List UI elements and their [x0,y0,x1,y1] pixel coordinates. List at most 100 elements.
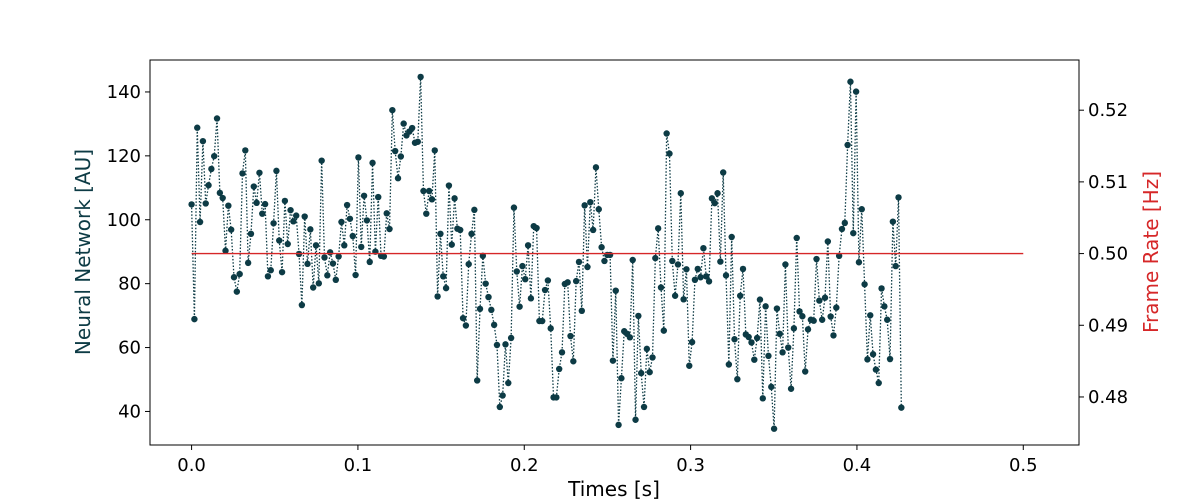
neural-network-point [649,354,656,361]
neural-network-point [270,220,277,227]
neural-network-point [872,366,880,373]
neural-network-point [391,147,399,155]
neural-network-point [694,265,701,273]
neural-network-point [606,251,614,259]
neural-network-point [420,187,427,195]
neural-network-point [751,356,758,363]
neural-network-point [578,307,586,315]
neural-network-point [547,325,554,332]
neural-network-point [287,206,294,214]
neural-network-point [267,267,274,274]
neural-network-point [259,210,266,217]
neural-network-point [714,190,721,197]
neural-network-point [564,279,571,286]
neural-network-point [408,124,416,132]
neural-network-point [242,147,249,154]
neural-network-point [816,297,823,304]
y-left-tick-label: 100 [107,210,141,231]
neural-network-point [720,169,727,176]
neural-network-point [428,196,436,203]
neural-network-point [513,268,520,275]
neural-network-point [878,285,885,292]
neural-network-point [225,202,232,209]
neural-network-line [190,76,902,429]
neural-network-point [502,341,509,348]
neural-network-point [889,218,897,225]
neural-network-point [663,130,670,137]
neural-network-point [770,425,778,432]
neural-network-point [293,212,300,219]
neural-network-point [654,225,662,232]
x-tick-label: 0.3 [676,455,705,476]
neural-network-point [587,198,594,206]
neural-network-point [309,284,317,291]
plot-frame [149,59,1080,446]
y-axis-right-label: Frame Rate [Hz] [1139,171,1163,333]
neural-network-point [861,281,868,288]
neural-network-point [810,317,817,324]
neural-network-point [227,226,235,233]
neural-network-point [482,280,489,287]
neural-network-point [558,349,566,356]
neural-network-point [852,88,860,95]
neural-network-point [680,296,687,303]
neural-network-point [677,190,684,197]
neural-network-point [507,334,515,342]
neural-network-point [711,199,718,207]
neural-network-point [394,175,402,182]
neural-network-point [522,275,529,283]
neural-network-point [250,183,257,190]
neural-network-point [700,244,707,252]
neural-network-point [745,333,752,341]
neural-network-point [307,226,314,233]
neural-network-point [850,229,857,237]
neural-network-point [208,165,215,173]
neural-network-point [434,293,441,300]
neural-network-point [818,316,826,323]
neural-network-point [705,278,713,285]
neural-network-point [640,403,648,411]
neural-network-point [779,349,786,356]
neural-network-point [468,230,475,238]
x-axis-label: Times [s] [567,477,660,500]
neural-network-point [824,238,832,245]
axes [149,59,1080,446]
neural-network-point [363,217,371,224]
neural-network-point [397,153,405,160]
neural-network-point [657,284,665,291]
neural-network-point [841,219,848,227]
y-left-tick-label: 40 [118,401,141,422]
neural-network-point [524,242,532,249]
neural-network-point [278,268,286,276]
neural-network-point [213,115,221,122]
neural-network-point [584,263,591,271]
neural-network-point [686,362,693,369]
neural-network-point [485,293,492,301]
neural-network-point [869,351,877,358]
y-left-tick-label: 120 [107,146,141,167]
neural-network-point [632,416,639,423]
neural-network-point [301,213,308,220]
neural-network-point [697,274,704,281]
neural-network-point [802,368,809,375]
y-left-tick-label: 80 [118,274,141,295]
neural-network-point [790,325,798,332]
neural-network-point [510,204,518,211]
neural-network-point [671,292,679,299]
neural-network-point [284,240,291,248]
neural-network-point [315,280,323,287]
neural-network-point [355,154,362,161]
neural-network-point [329,260,337,267]
neural-network-point [457,226,464,234]
neural-network-point [731,336,738,343]
neural-network-point [312,242,320,249]
neural-network-point [756,296,764,303]
neural-network-point [188,201,195,208]
neural-network-point [858,206,865,213]
neural-network-point [244,259,252,267]
neural-network-point [230,274,238,281]
neural-network-point [476,305,484,313]
neural-network-point [592,164,600,171]
neural-network-point [833,304,840,311]
neural-network-point [239,170,246,177]
